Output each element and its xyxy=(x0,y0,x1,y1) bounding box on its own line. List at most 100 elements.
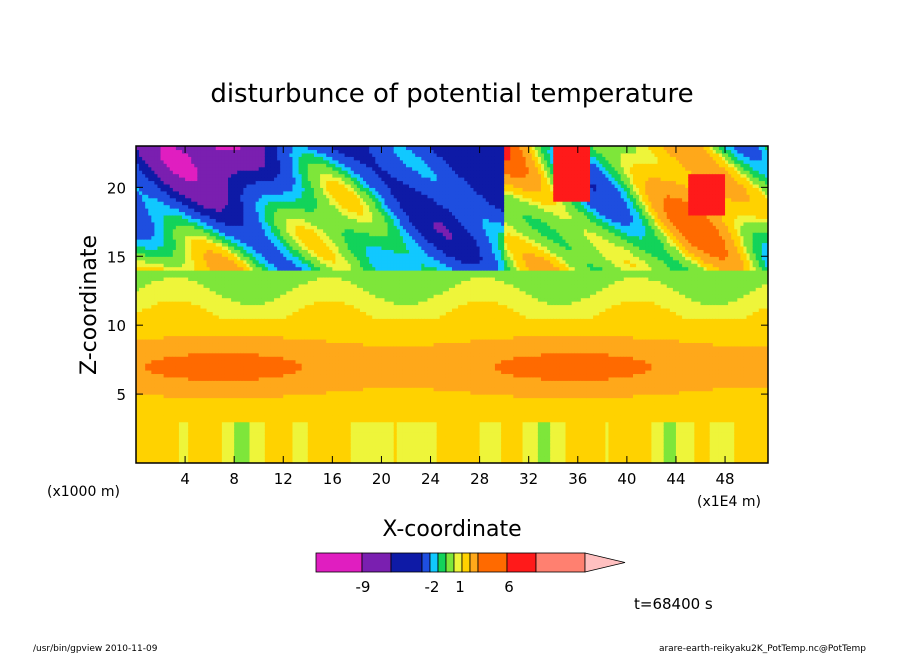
heatmap-cell xyxy=(142,235,146,240)
heatmap-cell xyxy=(151,380,156,385)
heatmap-cell xyxy=(148,266,152,271)
heatmap-cell xyxy=(160,383,165,388)
heatmap-cell xyxy=(151,197,156,202)
heatmap-cell xyxy=(160,159,165,164)
heatmap-cell xyxy=(157,235,162,240)
heatmap-cell xyxy=(142,239,146,244)
heatmap-cell xyxy=(151,183,156,188)
heatmap-cell xyxy=(136,177,140,182)
heatmap-cell xyxy=(139,328,143,333)
heatmap-cell xyxy=(139,273,143,278)
heatmap-cell xyxy=(169,380,174,385)
heatmap-cell xyxy=(175,183,180,188)
heatmap-cell xyxy=(175,373,180,378)
heatmap-cell xyxy=(145,211,149,216)
heatmap-cell xyxy=(178,273,183,278)
heatmap-cell xyxy=(148,256,152,261)
heatmap-cell xyxy=(154,146,159,151)
heatmap-cell xyxy=(139,442,143,447)
heatmap-cell xyxy=(178,283,183,288)
heatmap-cell xyxy=(175,283,180,288)
heatmap-cell xyxy=(145,228,149,233)
heatmap-cell xyxy=(166,294,171,299)
heatmap-cell xyxy=(169,159,174,164)
heatmap-cell xyxy=(160,256,165,261)
heatmap-cell xyxy=(175,152,180,157)
heatmap-cell xyxy=(157,180,162,185)
heatmap-cell xyxy=(139,383,143,388)
heatmap-cell xyxy=(157,183,162,188)
heatmap-cell xyxy=(178,407,183,412)
heatmap-cell xyxy=(139,183,143,188)
heatmap-cell xyxy=(175,449,180,454)
heatmap-cell xyxy=(172,290,177,295)
heatmap-cell xyxy=(136,438,140,443)
heatmap-cell xyxy=(145,345,149,350)
heatmap-cell xyxy=(139,338,143,344)
heatmap-cell xyxy=(151,263,156,268)
heatmap-cell xyxy=(142,183,146,188)
heatmap-cell xyxy=(157,287,162,292)
heatmap-cell xyxy=(166,345,171,350)
heatmap-cell xyxy=(148,445,152,450)
heatmap-cell xyxy=(163,328,168,333)
heatmap-cell xyxy=(151,159,156,164)
heatmap-cell xyxy=(160,387,165,392)
heatmap-cell xyxy=(166,232,171,237)
heatmap-cell xyxy=(157,425,162,430)
heatmap-cell xyxy=(178,449,183,454)
heatmap-cell xyxy=(172,187,177,192)
heatmap-cell xyxy=(142,311,146,316)
heatmap-cell xyxy=(139,218,143,223)
heatmap-cell xyxy=(154,373,159,378)
heatmap-cell xyxy=(148,397,152,402)
heatmap-cell xyxy=(178,411,183,416)
heatmap-cell xyxy=(148,407,152,412)
heatmap-cell xyxy=(151,170,156,175)
heatmap-cell xyxy=(175,328,180,333)
heatmap-cell xyxy=(160,166,165,171)
heatmap-cell xyxy=(151,256,156,261)
heatmap-cell xyxy=(163,270,168,275)
heatmap-cell xyxy=(163,235,168,240)
heatmap-cell xyxy=(154,390,159,395)
heatmap-cell xyxy=(175,245,180,250)
heatmap-cell xyxy=(175,428,180,433)
heatmap-cell xyxy=(136,218,140,223)
heatmap-cell xyxy=(139,190,143,195)
heatmap-cell xyxy=(163,325,168,330)
heatmap-cell xyxy=(136,194,140,199)
heatmap-cell xyxy=(178,311,183,316)
heatmap-cell xyxy=(163,442,168,447)
heatmap-cell xyxy=(151,201,156,206)
heatmap-cell xyxy=(142,304,146,309)
heatmap-cell xyxy=(139,342,143,347)
heatmap-cell xyxy=(160,204,165,209)
heatmap-cell xyxy=(136,314,140,319)
heatmap-cell xyxy=(169,266,174,271)
heatmap-cell xyxy=(175,235,180,240)
heatmap-cell xyxy=(154,283,159,288)
heatmap-cell xyxy=(136,276,140,281)
heatmap-cell xyxy=(172,414,177,419)
heatmap-cell xyxy=(178,387,183,392)
heatmap-cell xyxy=(151,318,156,323)
heatmap-cell xyxy=(178,294,183,299)
heatmap-cell xyxy=(157,449,162,454)
heatmap-cell xyxy=(175,411,180,416)
heatmap-cell xyxy=(172,245,177,250)
heatmap-cell xyxy=(172,411,177,416)
heatmap-cell xyxy=(172,152,177,157)
heatmap-cell xyxy=(154,414,159,419)
heatmap-cell xyxy=(145,428,149,433)
heatmap-cell xyxy=(154,301,159,306)
heatmap-cell xyxy=(175,239,180,244)
heatmap-cell xyxy=(163,211,168,216)
heatmap-cell xyxy=(166,242,171,247)
heatmap-cell xyxy=(145,397,149,402)
heatmap-cell xyxy=(163,218,168,223)
heatmap-cell xyxy=(160,304,165,309)
heatmap-cell xyxy=(172,383,177,388)
heatmap-cell xyxy=(175,228,180,233)
heatmap-cell xyxy=(157,321,162,326)
